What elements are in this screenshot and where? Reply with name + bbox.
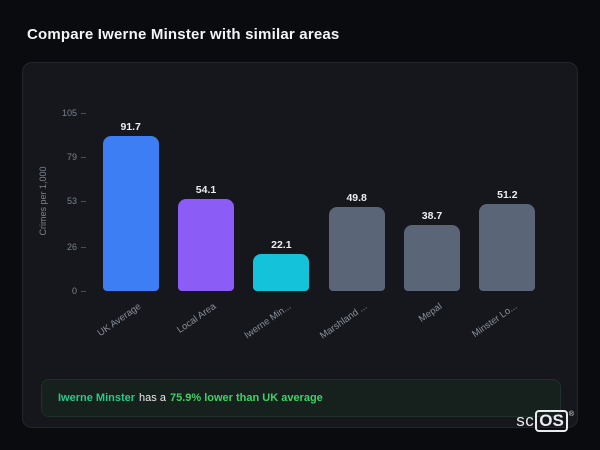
bar-value-label: 22.1	[271, 238, 292, 251]
bar-value-label: 49.8	[346, 191, 367, 204]
y-tick-mark	[81, 201, 86, 203]
bar-value-label: 51.2	[497, 189, 518, 202]
logo-os: OS	[535, 410, 568, 432]
y-tick-mark	[81, 157, 86, 159]
registered-trademark-icon: ®	[568, 411, 574, 418]
bar[interactable]	[178, 199, 234, 291]
bar-value-label: 91.7	[120, 120, 141, 133]
page-title: Compare Iwerne Minster with similar area…	[27, 26, 340, 43]
bar[interactable]	[253, 253, 310, 291]
summary-stat: 75.9% lower than UK average	[169, 392, 323, 404]
y-tick-label: 105	[61, 108, 77, 118]
bar[interactable]	[328, 206, 385, 291]
bar[interactable]	[404, 225, 460, 291]
summary-mid-text: has a	[139, 392, 166, 404]
bar[interactable]	[102, 135, 159, 291]
bar-value-label: 38.7	[421, 210, 443, 223]
y-tick-label: 53	[66, 196, 77, 207]
y-tick-label: 0	[71, 286, 77, 296]
scos-logo: sc OS ®	[516, 410, 574, 432]
summary-note: Iwerne Minster has a 75.9% lower than UK…	[41, 379, 561, 417]
summary-area-name: Iwerne Minster	[58, 392, 136, 404]
bar[interactable]	[479, 204, 536, 291]
y-tick-label: 26	[66, 241, 77, 252]
logo-sc: sc	[516, 411, 535, 430]
bar-value-label: 54.1	[195, 184, 217, 197]
chart-card: Crimes per 1,000 Iwerne Minster has a 75…	[22, 62, 578, 428]
y-tick-mark	[81, 291, 86, 292]
y-tick-label: 79	[66, 152, 77, 163]
y-tick-mark	[81, 113, 86, 114]
y-tick-mark	[81, 246, 86, 248]
